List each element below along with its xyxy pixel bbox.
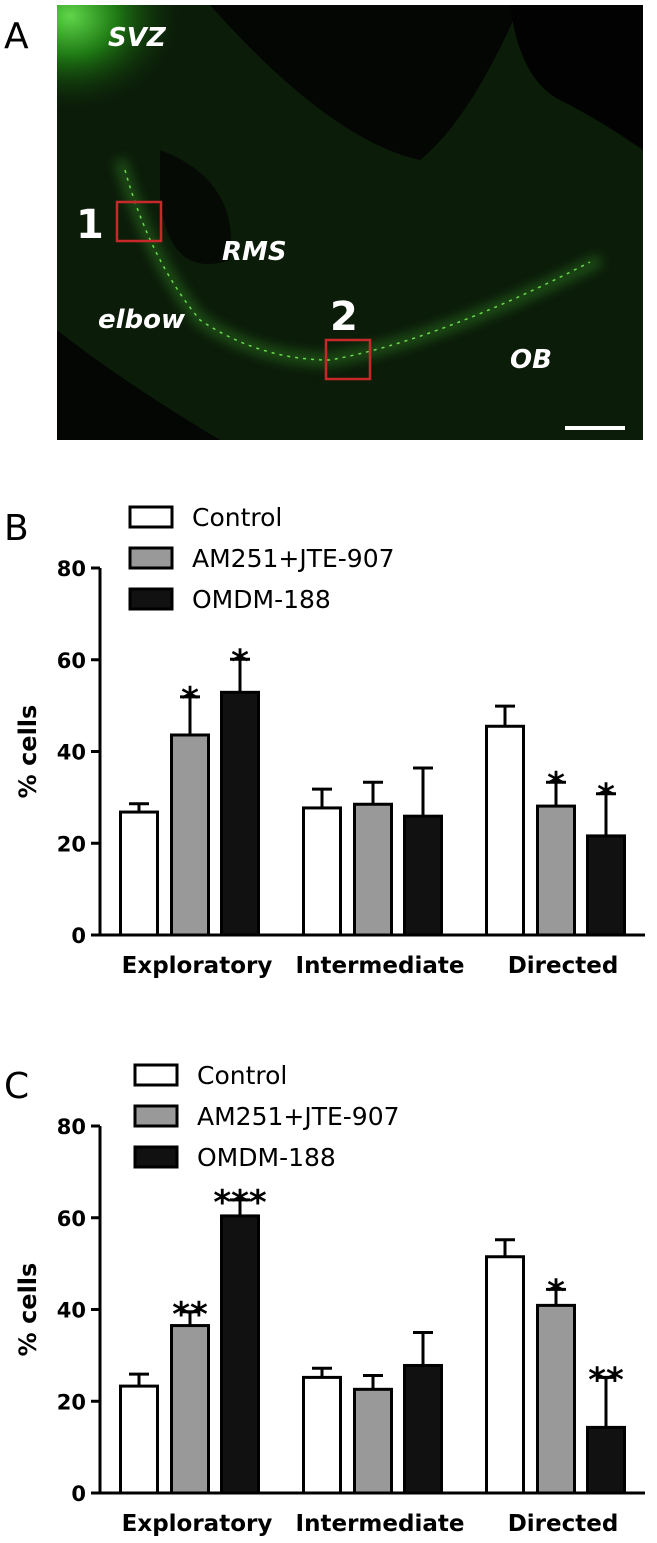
bar — [119, 1384, 159, 1495]
legend-swatch — [128, 587, 174, 611]
roi-label: 2 — [330, 294, 358, 340]
background — [57, 330, 220, 440]
rms-cells — [124, 169, 591, 361]
x-tick-label: Intermediate — [296, 953, 465, 979]
significance-label: * — [231, 642, 249, 682]
legend-label: AM251+JTE-907 — [192, 544, 395, 573]
y-tick-label: 20 — [57, 832, 86, 856]
y-axis-label: % cells — [14, 1263, 42, 1357]
roi-box — [324, 338, 372, 381]
chart: B Control AM251+JTE-907 OMDM-188 0 20 40 60 80 % … — [4, 503, 645, 979]
x-tick-label: Intermediate — [296, 1511, 465, 1537]
legend-label: AM251+JTE-907 — [197, 1102, 400, 1131]
significance-label: *** — [213, 1183, 267, 1223]
region-label: RMS — [222, 237, 287, 267]
y-tick-label: 40 — [57, 1299, 86, 1323]
significance-label: ** — [172, 1295, 208, 1335]
roi-label: 1 — [76, 202, 104, 248]
ventricle — [160, 150, 232, 264]
legend-swatch — [128, 505, 174, 529]
legend-swatch — [133, 1104, 179, 1128]
bar — [586, 834, 626, 937]
y-tick-label: 60 — [57, 1207, 86, 1231]
panel-label: C — [4, 1066, 29, 1107]
significance-label: * — [597, 777, 615, 817]
svz-glow — [57, 5, 187, 115]
bar — [485, 1255, 525, 1495]
panel-label: A — [4, 16, 29, 57]
bar — [353, 802, 393, 937]
panel-label: B — [4, 508, 29, 549]
bar — [403, 814, 443, 937]
y-tick-label: 80 — [57, 1115, 86, 1139]
y-tick-label: 20 — [57, 1390, 86, 1414]
legend-label: OMDM-188 — [192, 585, 331, 614]
bar — [170, 733, 210, 937]
y-tick-label: 80 — [57, 557, 86, 581]
bar — [536, 1303, 576, 1495]
bar — [302, 806, 342, 937]
bar — [220, 690, 260, 937]
legend-swatch — [128, 546, 174, 570]
bar — [485, 724, 525, 937]
y-tick-label: 0 — [71, 1482, 86, 1506]
tissue-gap — [210, 5, 520, 160]
significance-label: * — [547, 765, 565, 805]
significance-label: * — [547, 1272, 565, 1312]
region-label: SVZ — [108, 23, 167, 53]
bar — [353, 1387, 393, 1495]
tissue — [57, 5, 643, 440]
y-axis-label: % cells — [14, 705, 42, 799]
y-tick-label: 60 — [57, 649, 86, 673]
bar — [220, 1214, 260, 1495]
bar — [586, 1425, 626, 1495]
panel-a: A SVZ 1 RMS elbow 2 OB — [4, 5, 643, 440]
legend-label: OMDM-188 — [197, 1143, 336, 1172]
x-tick-label: Directed — [508, 1511, 619, 1537]
significance-label: ** — [588, 1360, 624, 1400]
legend-label: Control — [192, 503, 282, 532]
legend-swatch — [133, 1145, 179, 1169]
bar — [170, 1324, 210, 1495]
chart: C Control AM251+JTE-907 OMDM-188 0 20 40 60 80 % … — [4, 1061, 645, 1537]
roi-box — [115, 200, 163, 243]
x-tick-label: Directed — [508, 953, 619, 979]
bar — [119, 810, 159, 937]
bar — [302, 1375, 342, 1495]
bar — [403, 1363, 443, 1495]
significance-label: * — [181, 680, 199, 720]
bar — [536, 804, 576, 937]
y-tick-label: 0 — [71, 924, 86, 948]
x-tick-label: Exploratory — [122, 1511, 273, 1537]
y-tick-label: 40 — [57, 741, 86, 765]
x-tick-label: Exploratory — [122, 953, 273, 979]
legend-swatch — [133, 1063, 179, 1087]
region-label: OB — [510, 345, 552, 375]
background — [510, 5, 643, 150]
region-label: elbow — [98, 305, 186, 335]
legend-label: Control — [197, 1061, 287, 1090]
